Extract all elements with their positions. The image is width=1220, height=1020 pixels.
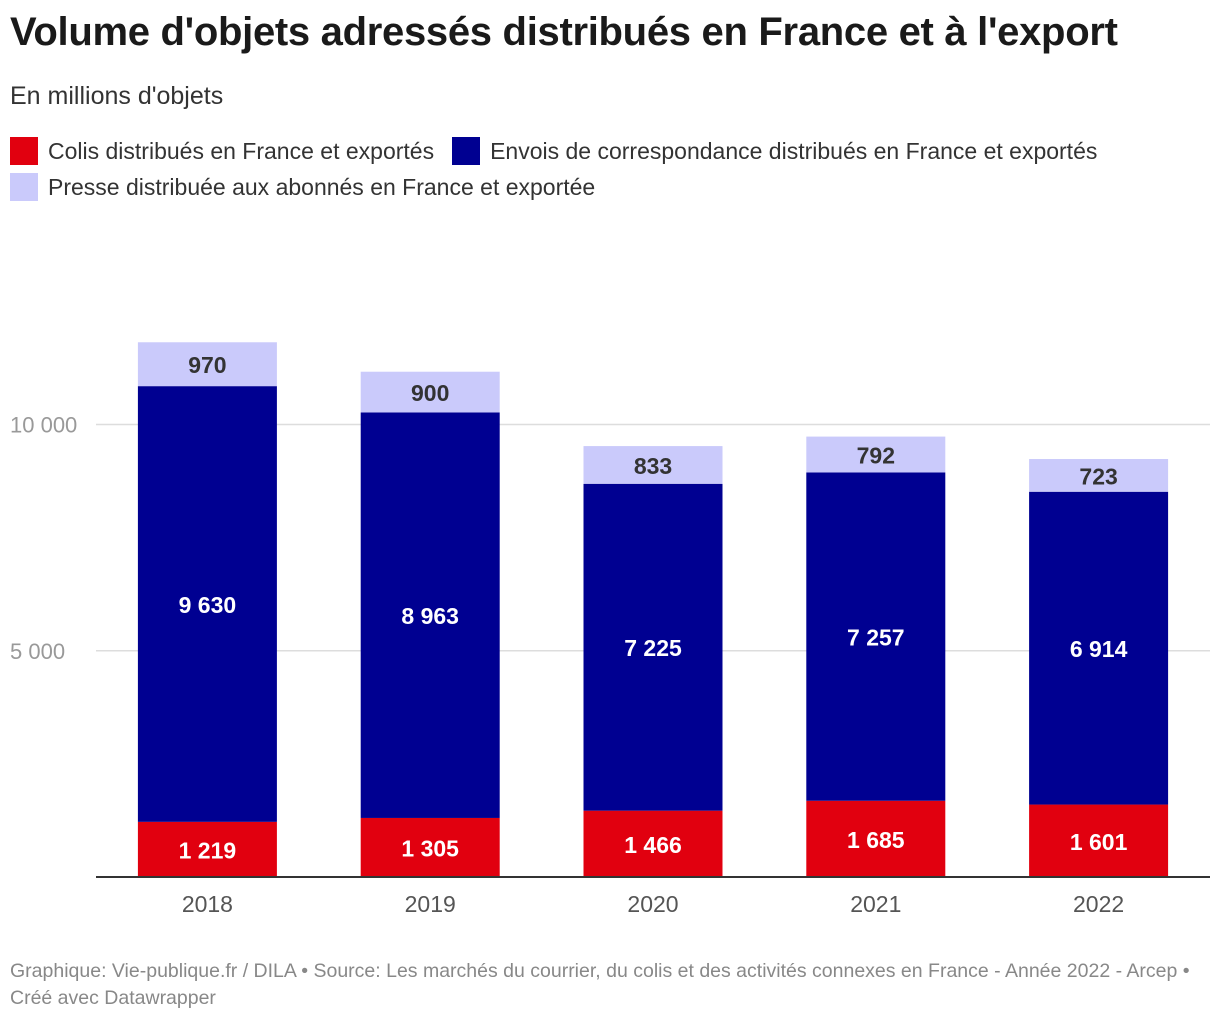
data-label: 970	[188, 352, 226, 378]
data-label: 833	[634, 453, 672, 479]
data-label: 1 219	[179, 837, 237, 863]
x-tick-label: 2019	[405, 891, 456, 917]
data-label: 7 225	[624, 635, 682, 661]
x-tick-label: 2022	[1073, 891, 1124, 917]
legend-item-colis: Colis distribués en France et exportés	[10, 137, 434, 165]
data-label: 723	[1079, 463, 1117, 489]
bar-segment	[1029, 804, 1169, 877]
data-label: 1 305	[401, 835, 459, 861]
data-label: 9 630	[179, 592, 237, 618]
legend-row: Colis distribués en France et exportés E…	[10, 134, 1210, 168]
x-tick-label: 2021	[850, 891, 901, 917]
bar-segment	[583, 483, 723, 811]
data-label: 1 466	[624, 832, 682, 858]
legend-item-presse: Presse distribuée aux abonnés en France …	[10, 173, 595, 201]
y-tick-label: 10 000	[10, 413, 77, 438]
x-tick-label: 2018	[182, 891, 233, 917]
legend: Colis distribués en France et exportés E…	[10, 134, 1210, 206]
chart-title: Volume d'objets adressés distribués en F…	[10, 10, 1118, 54]
legend-row: Presse distribuée aux abonnés en France …	[10, 170, 1210, 204]
y-tick-label: 5 000	[10, 639, 65, 664]
data-label: 8 963	[401, 603, 459, 629]
bar-segment	[583, 446, 723, 484]
legend-swatch-correspondance	[452, 137, 481, 165]
data-label: 792	[857, 443, 895, 469]
bar-segment	[360, 412, 500, 818]
bar-segment	[1029, 491, 1169, 805]
bar-segment	[137, 386, 277, 822]
bar-segment	[137, 821, 277, 877]
bar-segment	[360, 371, 500, 413]
legend-label-correspondance: Envois de correspondance distribués en F…	[490, 137, 1098, 164]
bar-segment	[583, 810, 723, 877]
chart-subtitle: En millions d'objets	[10, 82, 224, 110]
data-label: 6 914	[1070, 636, 1128, 662]
legend-label-colis: Colis distribués en France et exportés	[48, 137, 435, 164]
stacked-bar-chart: 5 000 10 000 1 219 9 630 970 2018 1 305 8 963 90…	[10, 342, 1210, 917]
data-label: 1 685	[847, 827, 905, 853]
legend-label-presse: Presse distribuée aux abonnés en France …	[48, 173, 596, 200]
data-label: 900	[411, 380, 449, 406]
bar-segment	[806, 472, 946, 801]
data-label: 1 601	[1070, 829, 1128, 855]
bar-segment	[806, 800, 946, 877]
bar-segment	[137, 342, 277, 387]
x-tick-label: 2020	[627, 891, 678, 917]
legend-swatch-presse	[10, 173, 38, 201]
bar-segment	[806, 436, 946, 473]
bar-segment	[1029, 459, 1169, 492]
data-label: 7 257	[847, 625, 905, 651]
chart-footer: Graphique: Vie-publique.fr / DILA • Sour…	[10, 960, 1190, 1009]
legend-item-correspondance: Envois de correspondance distribués en F…	[452, 137, 1097, 165]
legend-swatch-colis	[10, 137, 38, 165]
bar-segment	[360, 817, 500, 877]
